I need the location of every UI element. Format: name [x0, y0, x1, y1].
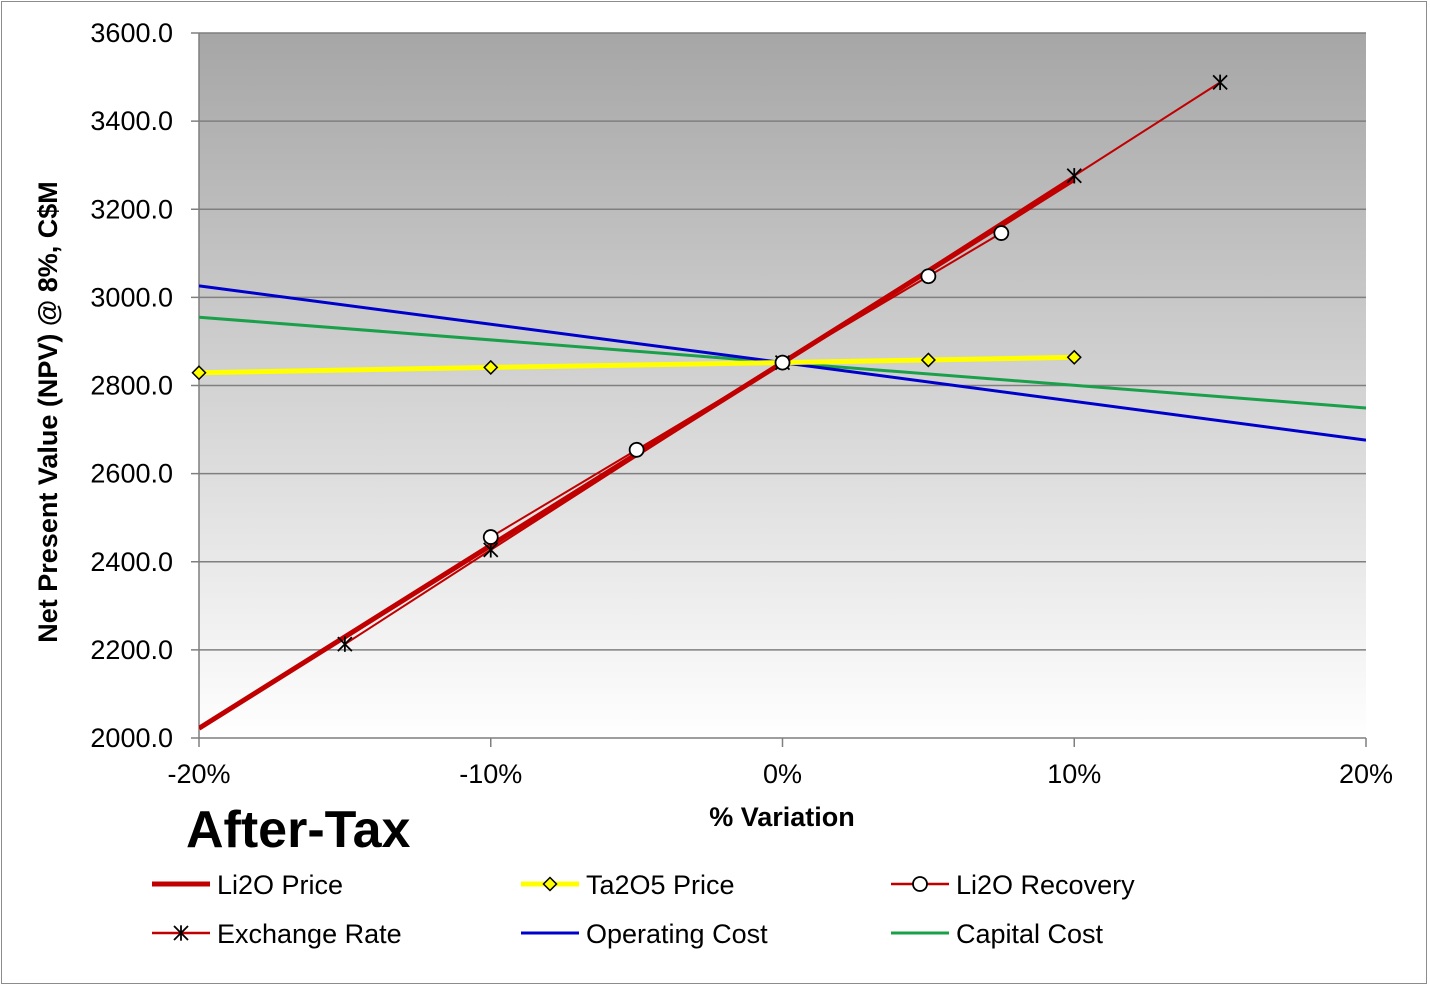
- y-tick-label: 2800.0: [90, 371, 173, 401]
- data-point-exchange-rate: [1066, 168, 1082, 184]
- y-tick-label: 2000.0: [90, 723, 173, 753]
- legend-label: Ta2O5 Price: [586, 870, 735, 900]
- legend-item-ta2o5-price: Ta2O5 Price: [521, 870, 735, 900]
- legend-label: Li2O Price: [217, 870, 343, 900]
- legend-marker: [912, 876, 928, 892]
- data-point-li2o-recovery: [920, 268, 937, 285]
- x-tick-labels: -20% -10% 0% 10% 20%: [167, 759, 1393, 789]
- y-tick-label: 2600.0: [90, 459, 173, 489]
- data-point-li2o-recovery: [482, 529, 499, 545]
- x-tick-label: -20%: [167, 759, 230, 789]
- legend-marker: [173, 925, 189, 941]
- axes: [191, 32, 1367, 747]
- data-point-exchange-rate: [1212, 74, 1228, 91]
- data-point-ta2o5-price: [483, 359, 499, 375]
- y-tick-label: 2200.0: [90, 635, 173, 665]
- data-point-li2o-recovery: [993, 225, 1010, 241]
- y-axis-title: Net Present Value (NPV) @ 8%, C$M: [33, 181, 63, 642]
- y-tick-label: 2400.0: [90, 547, 173, 577]
- data-point-li2o-recovery: [628, 441, 645, 458]
- legend-label: Li2O Recovery: [956, 870, 1135, 900]
- x-tick-label: 10%: [1047, 759, 1101, 789]
- y-tick-labels: 2000.0 2200.0 2400.0 2600.0 2800.0 3000.0 3200…: [90, 18, 173, 753]
- gridlines: [199, 32, 1366, 651]
- x-axis-title: % Variation: [709, 802, 855, 832]
- data-point-exchange-rate: [337, 636, 353, 652]
- data-point-ta2o5-price: [1066, 349, 1082, 365]
- y-tick-label: 3600.0: [90, 18, 173, 48]
- legend: Li2O Price Ta2O5 Price Li2O Recovery Exchan…: [152, 870, 1135, 949]
- legend-label: Exchange Rate: [217, 919, 402, 949]
- x-tick-label: 20%: [1339, 759, 1393, 789]
- data-point-ta2o5-price: [920, 352, 936, 368]
- legend-label: Operating Cost: [586, 919, 768, 949]
- legend-item-li2o-price: Li2O Price: [152, 870, 343, 900]
- y-tick-label: 3200.0: [90, 194, 173, 224]
- legend-marker: [542, 876, 558, 892]
- legend-item-exchange-rate: Exchange Rate: [152, 919, 402, 949]
- y-tick-label: 3000.0: [90, 282, 173, 312]
- after-tax-label: After-Tax: [186, 801, 410, 859]
- data-point-li2o-recovery: [774, 354, 791, 371]
- series-markers: [191, 74, 1228, 652]
- y-tick-label: 3400.0: [90, 106, 173, 136]
- legend-label: Capital Cost: [956, 919, 1104, 949]
- legend-item-capital-cost: Capital Cost: [891, 919, 1104, 949]
- x-tick-label: -10%: [459, 759, 522, 789]
- legend-item-operating-cost: Operating Cost: [521, 919, 768, 949]
- data-point-ta2o5-price: [191, 365, 207, 381]
- x-tick-label: 0%: [763, 759, 802, 789]
- legend-item-li2o-recovery: Li2O Recovery: [891, 870, 1135, 900]
